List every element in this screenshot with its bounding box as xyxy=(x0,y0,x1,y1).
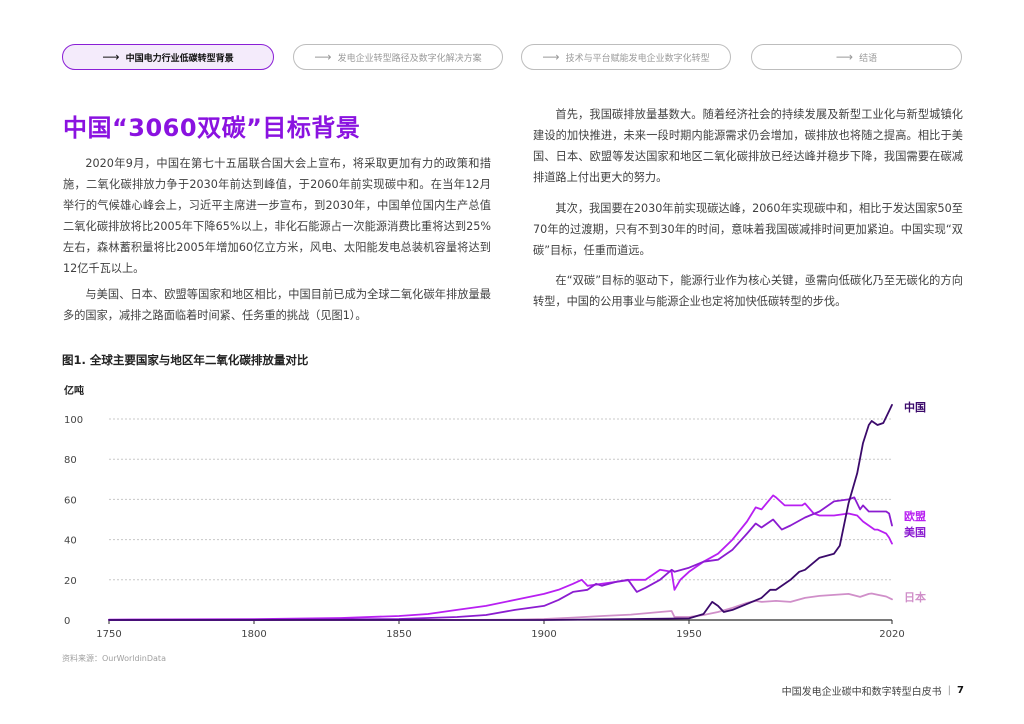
y-tick-label: 60 xyxy=(64,495,77,506)
tab-technology-platform[interactable]: ⟶ 技术与平台赋能发电企业数字化转型 xyxy=(521,44,731,70)
tab-conclusion[interactable]: ⟶ 结语 xyxy=(751,44,962,70)
arrow-right-icon: ⟶ xyxy=(314,50,332,64)
x-tick-label: 1900 xyxy=(531,629,556,640)
tab-low-carbon-background[interactable]: ⟶ 中国电力行业低碳转型背景 xyxy=(62,44,274,70)
arrow-right-icon: ⟶ xyxy=(835,50,854,64)
x-axis-ticks: 1750 1800 1850 1900 1950 2020 xyxy=(96,620,905,640)
section-nav: ⟶ 中国电力行业低碳转型背景 ⟶ 发电企业转型路径及数字化解决方案 ⟶ 技术与平… xyxy=(62,44,962,72)
x-tick-label: 1850 xyxy=(386,629,411,640)
page-number: 7 xyxy=(957,685,964,696)
body-paragraph: 首先，我国碳排放量基数大。随着经济社会的持续发展及新型工业化与新型城镇化建设的加… xyxy=(533,108,963,184)
series-label: 欧盟 xyxy=(904,509,926,523)
tab-label: 技术与平台赋能发电企业数字化转型 xyxy=(565,53,710,64)
tab-label: 结语 xyxy=(859,53,878,64)
tab-label: 中国电力行业低碳转型背景 xyxy=(125,53,234,64)
x-tick-label: 1800 xyxy=(241,629,266,640)
y-tick-label: 20 xyxy=(64,576,77,587)
footer-separator: | xyxy=(947,685,952,696)
tab-transformation-path[interactable]: ⟶ 发电企业转型路径及数字化解决方案 xyxy=(293,44,503,70)
y-tick-label: 0 xyxy=(64,616,70,627)
page-footer: 中国发电企业碳中和数字转型白皮书 | 7 xyxy=(782,683,964,698)
chart-series xyxy=(108,403,893,621)
arrow-right-icon: ⟶ xyxy=(102,50,120,64)
series-label: 中国 xyxy=(904,400,926,414)
page-title: 中国“3060双碳”目标背景 xyxy=(63,114,361,142)
body-paragraph: 在“双碳”目标的驱动下，能源行业作为核心关键，亟需向低碳化乃至无碳化的方向转型，… xyxy=(533,274,963,308)
y-tick-label: 40 xyxy=(64,536,77,547)
footer-title: 中国发电企业碳中和数字转型白皮书 xyxy=(781,687,942,698)
y-tick-label: 100 xyxy=(64,415,83,426)
body-paragraph: 其次，我国要在2030年前实现碳达峰，2060年实现碳中和，相比于发达国家50至… xyxy=(533,202,963,257)
figure-title: 图1. 全球主要国家与地区年二氧化碳排放量对比 xyxy=(62,353,309,367)
arrow-right-icon: ⟶ xyxy=(542,50,560,64)
emissions-line-chart: 0 20 40 60 80 100 1750 1800 1850 1900 1950 2020 亿吨… xyxy=(64,384,926,640)
series-label: 日本 xyxy=(904,590,926,604)
y-axis-ticks: 0 20 40 60 80 100 xyxy=(64,415,83,627)
x-tick-label: 2020 xyxy=(879,629,904,640)
series-line xyxy=(108,496,893,621)
tab-label: 发电企业转型路径及数字化解决方案 xyxy=(337,53,482,64)
y-tick-label: 80 xyxy=(64,455,77,466)
x-tick-label: 1950 xyxy=(676,629,701,640)
series-line xyxy=(108,494,893,621)
series-line xyxy=(108,592,893,621)
figure-source: 资料来源：OurWorldinData xyxy=(62,654,166,663)
series-line xyxy=(108,403,893,621)
body-paragraph: 2020年9月，中国在第七十五届联合国大会上宣布，将采取更加有力的政策和措施，二… xyxy=(63,157,491,275)
y-axis-label: 亿吨 xyxy=(64,384,84,397)
chart-gridlines xyxy=(109,418,892,581)
body-paragraph: 与美国、日本、欧盟等国家和地区相比，中国目前已成为全球二氧化碳年排放量最多的国家… xyxy=(63,288,491,322)
x-tick-label: 1750 xyxy=(96,629,121,640)
series-label: 美国 xyxy=(904,525,926,539)
